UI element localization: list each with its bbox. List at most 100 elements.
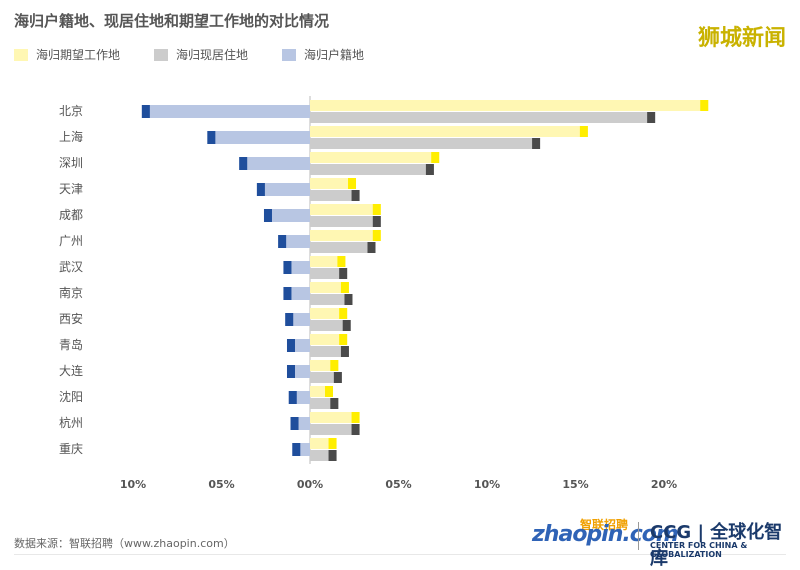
bar-expected bbox=[310, 308, 348, 319]
bar-hukou-tip bbox=[141, 105, 150, 118]
legend-item-expected: 海归期望工作地 bbox=[14, 46, 120, 63]
bar-expected bbox=[310, 334, 348, 345]
bar-current-tip bbox=[351, 190, 360, 201]
category-label: 广州 bbox=[59, 234, 83, 248]
bar-current bbox=[310, 346, 349, 357]
category-label: 成都 bbox=[59, 208, 83, 222]
bar-expected bbox=[310, 282, 349, 293]
category-label: 武汉 bbox=[59, 260, 83, 274]
bar-expected-tip bbox=[348, 178, 357, 189]
bar-hukou-tip bbox=[263, 209, 272, 222]
bar-expected bbox=[310, 178, 357, 189]
bar-hukou-tip bbox=[283, 261, 292, 274]
bar-current bbox=[310, 242, 376, 253]
bar-hukou-tip bbox=[278, 235, 287, 248]
bar-current-tip bbox=[339, 268, 348, 279]
bar-expected bbox=[310, 204, 381, 215]
bar-expected-tip bbox=[325, 386, 334, 397]
bar-hukou bbox=[263, 209, 310, 222]
ccg-logo: CCG | 全球化智库 bbox=[650, 522, 783, 569]
bar-current bbox=[310, 424, 360, 435]
bar-hukou-tip bbox=[288, 391, 297, 404]
bar-expected-tip bbox=[330, 360, 339, 371]
bar-expected bbox=[310, 230, 381, 241]
bar-expected bbox=[310, 256, 346, 267]
x-tick-label: 10% bbox=[474, 478, 500, 491]
category-label: 天津 bbox=[59, 182, 83, 196]
legend-label-current: 海归现居住地 bbox=[176, 48, 249, 62]
bar-expected-tip bbox=[340, 282, 349, 293]
category-label: 杭州 bbox=[59, 415, 83, 430]
logo-divider bbox=[638, 522, 639, 550]
bar-expected-tip bbox=[700, 100, 709, 111]
bar-expected-tip bbox=[431, 152, 440, 163]
category-label: 北京 bbox=[59, 104, 83, 118]
bar-expected-tip bbox=[339, 308, 348, 319]
bar-current bbox=[310, 216, 381, 227]
bar-current-tip bbox=[328, 450, 337, 461]
bar-hukou-tip bbox=[286, 339, 295, 352]
bar-hukou-tip bbox=[283, 287, 292, 300]
bar-expected-tip bbox=[328, 438, 337, 449]
legend-item-current: 海归现居住地 bbox=[154, 46, 248, 63]
bar-hukou-tip bbox=[285, 313, 294, 326]
bar-current bbox=[310, 398, 339, 409]
legend: 海归期望工作地 海归现居住地 海归户籍地 bbox=[14, 46, 398, 63]
bar-current-tip bbox=[344, 294, 353, 305]
category-label: 大连 bbox=[59, 363, 83, 378]
bar-expected-tip bbox=[372, 230, 381, 241]
bar-hukou bbox=[256, 183, 310, 196]
bar-hukou-tip bbox=[239, 157, 248, 170]
bar-hukou bbox=[207, 131, 310, 144]
legend-swatch-current bbox=[154, 48, 169, 61]
footer-divider bbox=[14, 554, 786, 555]
chart-title: 海归户籍地、现居住地和期望工作地的对比情况 bbox=[14, 12, 330, 30]
bar-current-tip bbox=[342, 320, 351, 331]
bar-expected bbox=[310, 360, 339, 371]
bar-expected bbox=[310, 126, 588, 137]
bar-expected-tip bbox=[579, 126, 588, 137]
bar-current bbox=[310, 320, 351, 331]
legend-label-hukou: 海归户籍地 bbox=[304, 48, 365, 62]
bar-expected-tip bbox=[372, 204, 381, 215]
bar-current bbox=[310, 164, 434, 175]
bar-expected-tip bbox=[339, 334, 348, 345]
source-note: 数据来源：智联招聘（www.zhaopin.com） bbox=[14, 537, 235, 550]
bar-current bbox=[310, 450, 337, 461]
category-label: 深圳 bbox=[59, 156, 83, 170]
bar-hukou bbox=[239, 157, 310, 170]
bar-current bbox=[310, 372, 342, 383]
bar-current-tip bbox=[330, 398, 339, 409]
bar-current-tip bbox=[340, 346, 349, 357]
x-tick-label: 05% bbox=[208, 478, 234, 491]
watermark: 狮城新闻 bbox=[697, 26, 786, 51]
x-tick-label: 15% bbox=[562, 478, 588, 491]
bar-current-tip bbox=[532, 138, 541, 149]
bar-current-tip bbox=[333, 372, 342, 383]
bar-expected bbox=[310, 152, 440, 163]
bar-hukou-tip bbox=[207, 131, 216, 144]
ccg-logo-subtitle: CENTER FOR CHINA & GLOBALIZATION bbox=[650, 541, 748, 559]
x-tick-label: 10% bbox=[120, 478, 146, 491]
category-label: 沈阳 bbox=[59, 389, 83, 404]
x-tick-label: 20% bbox=[651, 478, 677, 491]
legend-label-expected: 海归期望工作地 bbox=[36, 48, 121, 62]
x-tick-label: 05% bbox=[385, 478, 411, 491]
bar-hukou-tip bbox=[290, 417, 299, 430]
legend-swatch-hukou bbox=[282, 48, 297, 61]
category-label: 上海 bbox=[59, 129, 83, 144]
bar-current bbox=[310, 268, 348, 279]
category-label: 青岛 bbox=[59, 337, 83, 352]
bar-expected-tip bbox=[351, 412, 360, 423]
zhaopin-logo: zhaopin.com bbox=[532, 522, 679, 547]
bar-current-tip bbox=[367, 242, 376, 253]
bar-current bbox=[310, 112, 656, 123]
bar-current-tip bbox=[372, 216, 381, 227]
bar-hukou bbox=[141, 105, 310, 118]
bar-current-tip bbox=[425, 164, 434, 175]
bar-current-tip bbox=[351, 424, 360, 435]
zhaopin-logo-cn: 智联招聘 bbox=[580, 518, 629, 532]
bar-expected bbox=[310, 438, 337, 449]
category-label: 南京 bbox=[59, 285, 83, 300]
x-tick-label: 00% bbox=[297, 478, 323, 491]
